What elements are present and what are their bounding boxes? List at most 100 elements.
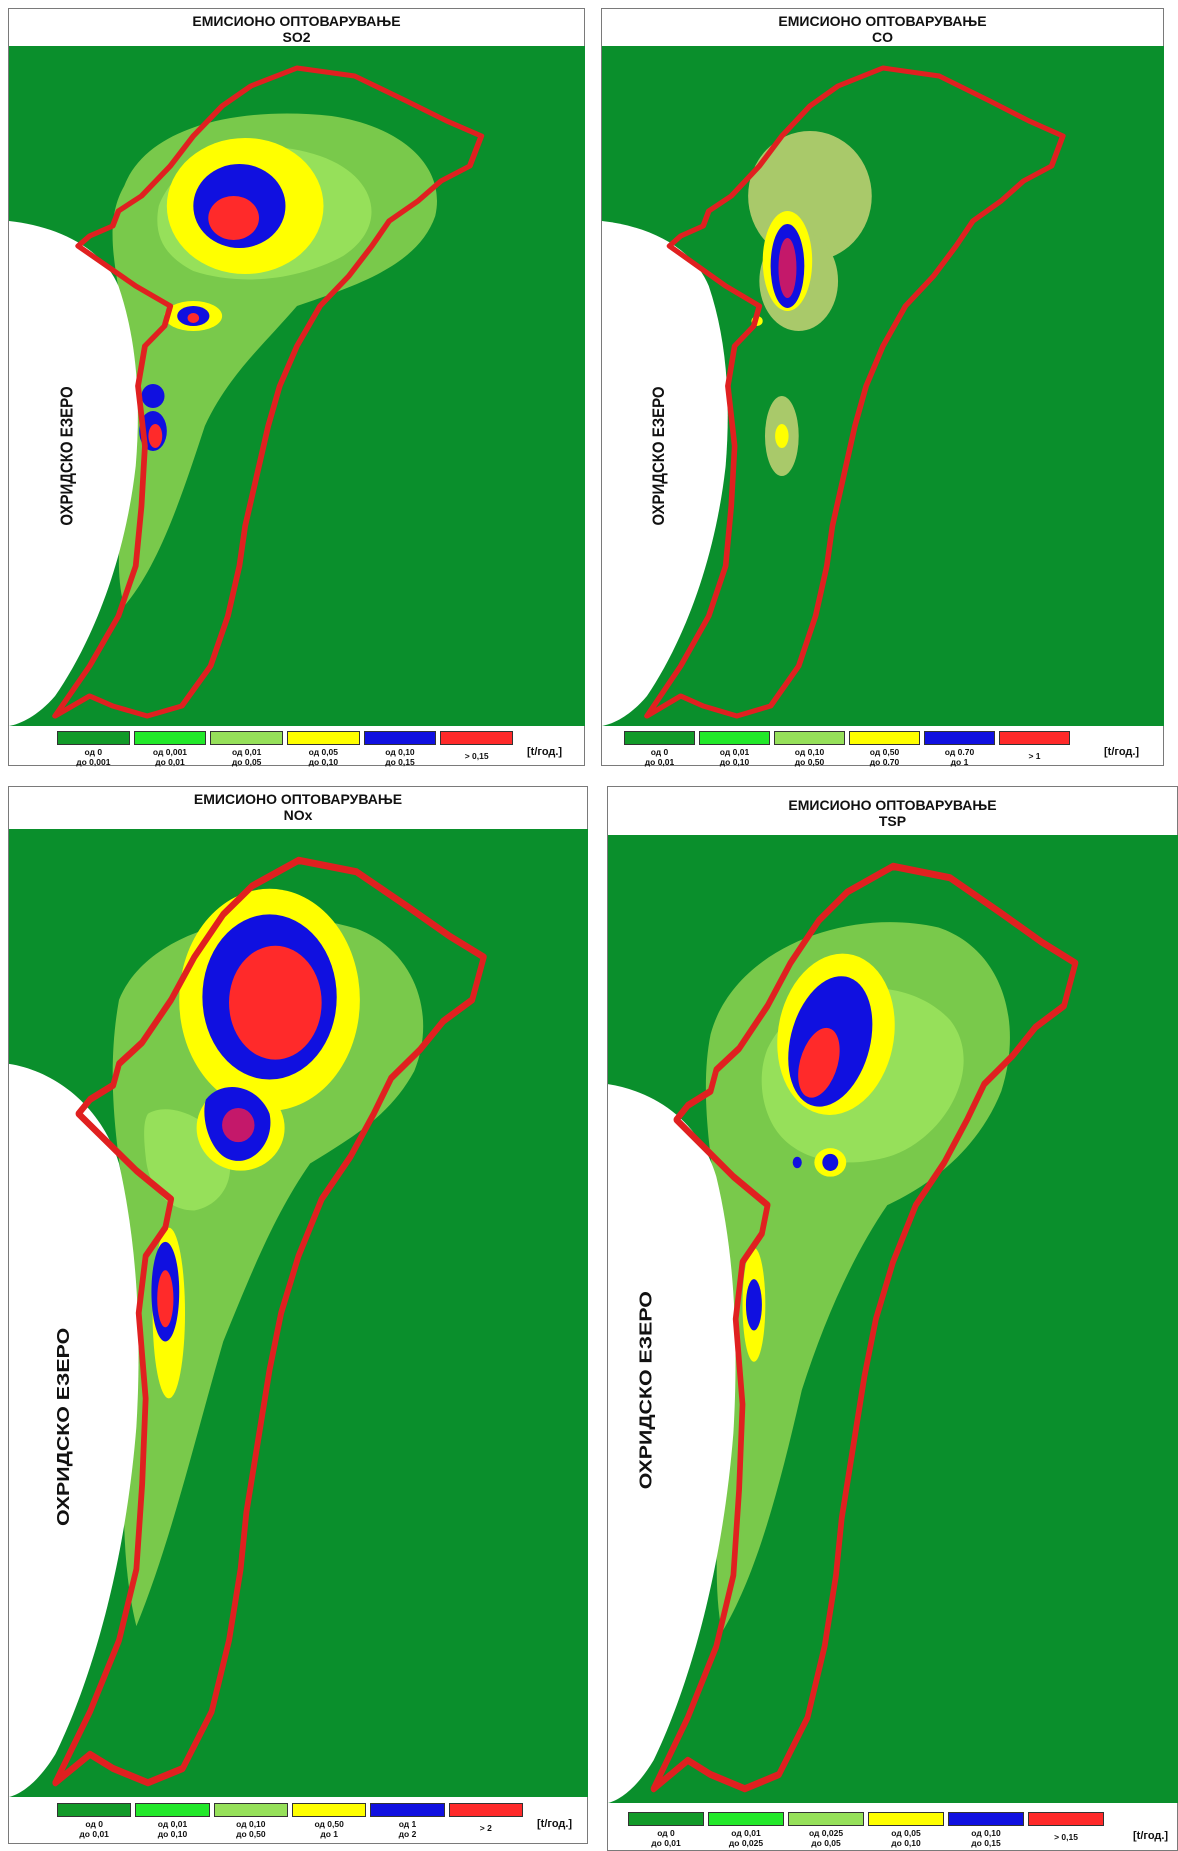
legend-label-range-end: до 0,01 — [155, 757, 185, 767]
panel-title-main: ЕМИСИОНО ОПТОВАРУВАЊЕ — [192, 13, 401, 29]
legend-label-range-end: до 2 — [398, 1829, 417, 1839]
legend-label-range-end: до 0,15 — [385, 757, 415, 767]
legend: од 0 до 0,01 од 0,01 до 0,025 од 0,025 до 0,0… — [628, 1812, 1108, 1848]
legend-label-range-end: до 0,001 — [76, 757, 111, 767]
legend-label-range-end: до 0,05 — [811, 1838, 841, 1848]
legend-label: од 0.70 — [944, 747, 975, 757]
legend-label: од 0,50 — [869, 747, 900, 757]
plume-zone-red — [229, 945, 322, 1060]
unit-label: [t/год.] — [1104, 746, 1140, 758]
plume-zone-blue — [822, 1153, 839, 1171]
legend-label: од 0,001 — [152, 747, 188, 757]
municipality-boundary — [52, 856, 487, 1787]
legend-swatch — [57, 731, 130, 745]
plume-zone-red — [208, 196, 259, 240]
map-area: ОХРИДСКО ЕЗЕРО — [602, 46, 1164, 726]
legend-label: од 0,05 — [891, 1828, 921, 1838]
legend-swatch — [774, 731, 845, 745]
panel-title: ЕМИСИОНО ОПТОВАРУВАЊЕ TSP — [608, 797, 1177, 829]
plume-zone-blue — [792, 1156, 802, 1169]
legend-label-range-end: до 1 — [950, 757, 969, 767]
panel-title: ЕМИСИОНО ОПТОВАРУВАЊЕ NOx — [9, 791, 587, 823]
legend-label: од 0,01 — [231, 747, 262, 757]
plume-zone-red — [222, 1108, 255, 1143]
legend-label-range-end: до 0,15 — [971, 1838, 1001, 1848]
plume-small-blue — [141, 384, 165, 408]
legend-swatch — [448, 1803, 523, 1817]
legend-swatch — [624, 731, 695, 745]
pollutant-label: SO2 — [282, 29, 311, 45]
plume-zone-blue — [745, 1279, 762, 1331]
emission-map-nox: ОХРИДСКО ЕЗЕРО — [9, 829, 588, 1797]
legend-swatch — [287, 731, 360, 745]
pollutant-label: TSP — [878, 813, 907, 829]
lake-label: ОХРИДСКО ЕЗЕРО — [54, 1328, 74, 1526]
lake-label: ОХРИДСКО ЕЗЕРО — [57, 386, 76, 525]
legend-label: од 0 — [650, 747, 669, 757]
legend-label: > 0,15 — [1054, 1832, 1078, 1842]
legend-label: од 0 — [84, 747, 103, 757]
legend-label-range-end: до 0,01 — [651, 1838, 681, 1848]
panel-title: ЕМИСИОНО ОПТОВАРУВАЊЕ CO — [602, 13, 1163, 45]
plume-zone-red — [778, 238, 797, 298]
legend-swatch — [708, 1812, 784, 1826]
legend-swatch — [999, 731, 1070, 745]
municipality-boundary — [52, 65, 485, 719]
legend-label: од 0,50 — [314, 1819, 344, 1829]
panel-title: ЕМИСИОНО ОПТОВАРУВАЊЕ SO2 — [9, 13, 584, 45]
legend-label: од 0 — [657, 1828, 675, 1838]
legend-label: од 0,01 — [157, 1819, 188, 1829]
legend-label: од 0,10 — [971, 1828, 1001, 1838]
municipality-boundary — [650, 862, 1079, 1793]
legend-label: од 0,10 — [794, 747, 825, 757]
map-panel-so2: ЕМИСИОНО ОПТОВАРУВАЊЕ SO2 ОХРИДСКО ЕЗЕРО… — [8, 8, 585, 767]
legend-label: од 0,01 — [731, 1828, 761, 1838]
legend: од 0 до 0,001 од 0,001 до 0,01 од 0,01 до 0,0… — [57, 731, 517, 767]
legend-label-range-end: до 0,10 — [719, 757, 750, 767]
legend-label: > 1 — [1028, 751, 1041, 761]
legend-swatch — [213, 1803, 288, 1817]
plume-small-red — [187, 313, 200, 323]
legend-swatch — [135, 1803, 210, 1817]
legend-swatch — [849, 731, 920, 745]
unit-label: [t/год.] — [537, 1818, 573, 1830]
legend-label-range-end: до 0,10 — [157, 1829, 188, 1839]
lake-area — [9, 1063, 139, 1797]
legend-swatch — [133, 731, 207, 745]
legend-swatch — [363, 731, 437, 745]
legend-swatch — [924, 731, 995, 745]
legend-label-range-end: до 0.70 — [869, 757, 900, 767]
legend-label: од 0,05 — [308, 747, 339, 757]
legend: од 0 до 0,01 од 0,01 до 0,10 од 0,10 до 0,50 о… — [624, 731, 1074, 767]
legend-swatch — [440, 731, 513, 745]
legend-label-range-end: до 0,10 — [308, 757, 339, 767]
legend-swatch — [292, 1803, 367, 1817]
legend-label-range-end: до 0,05 — [231, 757, 262, 767]
legend-label-range-end: до 0,025 — [728, 1838, 764, 1848]
legend-label: од 0,10 — [236, 1819, 266, 1829]
legend-label-range-end: до 1 — [320, 1829, 338, 1839]
legend-label-range-end: до 0,50 — [236, 1829, 266, 1839]
map-panel-nox: ЕМИСИОНО ОПТОВАРУВАЊЕ NOx ОХРИДСКО ЕЗЕРО… — [8, 786, 588, 1844]
legend-swatch — [628, 1812, 704, 1826]
panel-title-main: ЕМИСИОНО ОПТОВАРУВАЊЕ — [788, 797, 997, 813]
plume-zone-red — [157, 1270, 174, 1328]
plume-zone-yellow — [775, 424, 789, 448]
unit-label: [t/год.] — [527, 746, 563, 758]
lake-area — [608, 1084, 736, 1803]
lake-label: ОХРИДСКО ЕЗЕРО — [650, 386, 668, 525]
legend-swatch — [210, 731, 283, 745]
legend-label: од 0,025 — [808, 1828, 844, 1838]
unit-label: [t/год.] — [1133, 1830, 1169, 1842]
legend-swatch — [370, 1803, 445, 1817]
legend-swatch — [868, 1812, 944, 1826]
lake-area — [602, 221, 728, 726]
legend: од 0 до 0,01 од 0,01 до 0,10 од 0,10 до 0,50 о… — [57, 1803, 527, 1839]
legend-swatch — [788, 1812, 864, 1826]
panel-title-main: ЕМИСИОНО ОПТОВАРУВАЊЕ — [778, 13, 987, 29]
map-area: ОХРИДСКО ЕЗЕРО — [9, 829, 588, 1797]
lake-area — [9, 221, 138, 726]
legend-label: од 0 — [85, 1819, 103, 1829]
panel-title-main: ЕМИСИОНО ОПТОВАРУВАЊЕ — [193, 791, 403, 807]
legend-label: од 1 — [398, 1819, 417, 1829]
